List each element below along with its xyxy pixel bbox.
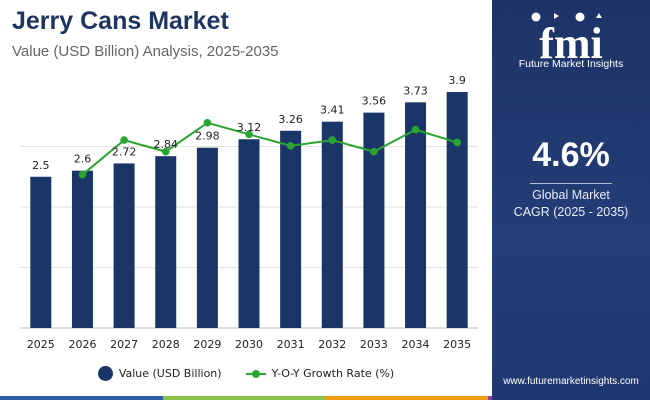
- website-link[interactable]: www.futuremarketinsights.com: [503, 376, 639, 387]
- growth-line: [81, 121, 458, 176]
- bar-2029: [196, 147, 218, 328]
- bar-value-label: 3.12: [237, 121, 262, 134]
- legend-line-swatch: [245, 369, 266, 378]
- bar-2033: [363, 112, 385, 329]
- x-tick-label: 2031: [277, 338, 305, 351]
- bar-2030: [238, 139, 260, 328]
- bar-value-label: 3.26: [278, 113, 303, 126]
- data-labels: 2.5 2.6 2.72 2.84 2.98 3.12 3.26 3.41 3.56 3.73 3.…: [32, 74, 466, 172]
- x-tick-label: 2033: [360, 338, 388, 351]
- cagr-label-line2: CAGR (2025 - 2035): [513, 205, 629, 219]
- growth-point: [328, 136, 337, 144]
- bar-value-label: 3.56: [362, 95, 387, 108]
- bar-value-label: 2.84: [153, 138, 178, 151]
- x-tick-label: 2032: [318, 338, 346, 351]
- bar-2028: [155, 156, 177, 328]
- x-tick-label: 2026: [68, 338, 96, 351]
- bar-line-chart: 2.5 2.6 2.72 2.84 2.98 3.12 3.26 3.41 3.56 3.73 3.…: [20, 74, 478, 351]
- x-tick-label: 2035: [443, 338, 471, 351]
- x-axis: 2025 2026 2027 2028 2029 2030 2031 2032 2033 2034…: [27, 338, 471, 351]
- x-tick-label: 2030: [235, 338, 263, 351]
- cagr-label-line1: Global Market: [532, 188, 610, 202]
- logo-globe-icon: [531, 12, 541, 22]
- growth-point: [411, 125, 420, 134]
- growth-point: [161, 147, 170, 156]
- x-tick-label: 2025: [27, 338, 55, 351]
- logo-wordmark: fmi: [539, 19, 603, 68]
- logo-person-icon: [596, 13, 602, 18]
- cagr-value: 4.6%: [532, 136, 610, 174]
- bar-value-label: 3.73: [403, 84, 428, 97]
- bar-value-label: 2.98: [195, 130, 220, 143]
- bar-2027: [113, 163, 135, 328]
- growth-point: [78, 170, 87, 179]
- page-subtitle: Value (USD Billion) Analysis, 2025-2035: [12, 43, 279, 60]
- x-tick-label: 2029: [193, 338, 221, 351]
- growth-point: [245, 130, 253, 139]
- logo-tagline: Future Market Insights: [518, 58, 624, 70]
- bottom-bar-segment-1: [0, 396, 163, 400]
- bar-2025: [30, 176, 52, 328]
- bar-series: [30, 92, 468, 329]
- page-title: Jerry Cans Market: [12, 7, 229, 35]
- bottom-bar-segment-2: [162, 396, 325, 400]
- logo-gear-icon: [575, 12, 585, 22]
- bar-2032: [321, 121, 343, 328]
- legend-bar-swatch: [97, 366, 113, 381]
- chart-legend: Value (USD Billion) Y-O-Y Growth Rate (%…: [0, 366, 492, 381]
- legend-bar-label: Value (USD Billion): [118, 367, 222, 380]
- bar-2031: [280, 130, 302, 328]
- bar-value-label: 3.9: [448, 74, 466, 87]
- logo-plane-icon: [554, 13, 559, 19]
- bar-value-label: 3.41: [320, 104, 345, 117]
- bar-value-label: 2.5: [32, 159, 50, 172]
- x-tick-label: 2028: [152, 338, 180, 351]
- summary-panel: fmi Future Market Insights 4.6% Global M…: [492, 0, 650, 400]
- x-tick-label: 2034: [402, 338, 430, 351]
- cagr-divider: [530, 183, 612, 184]
- fmi-logo: fmi: [531, 12, 603, 68]
- growth-point: [120, 136, 128, 144]
- bar-value-label: 2.6: [74, 153, 92, 166]
- legend-item-growth[interactable]: Y-O-Y Growth Rate (%): [245, 366, 395, 381]
- bar-2035: [446, 92, 468, 328]
- bar-2034: [405, 102, 427, 329]
- bar-2026: [71, 170, 93, 328]
- growth-point: [453, 138, 461, 147]
- growth-point: [286, 142, 295, 150]
- growth-point: [203, 119, 212, 127]
- growth-line-series: [78, 119, 461, 179]
- legend-line-label: Y-O-Y Growth Rate (%): [271, 367, 395, 380]
- legend-item-value[interactable]: Value (USD Billion): [97, 366, 222, 381]
- bar-value-label: 2.72: [112, 145, 137, 158]
- bottom-bar-segment-3: [325, 396, 488, 400]
- x-tick-label: 2027: [110, 338, 138, 351]
- growth-point: [370, 147, 378, 156]
